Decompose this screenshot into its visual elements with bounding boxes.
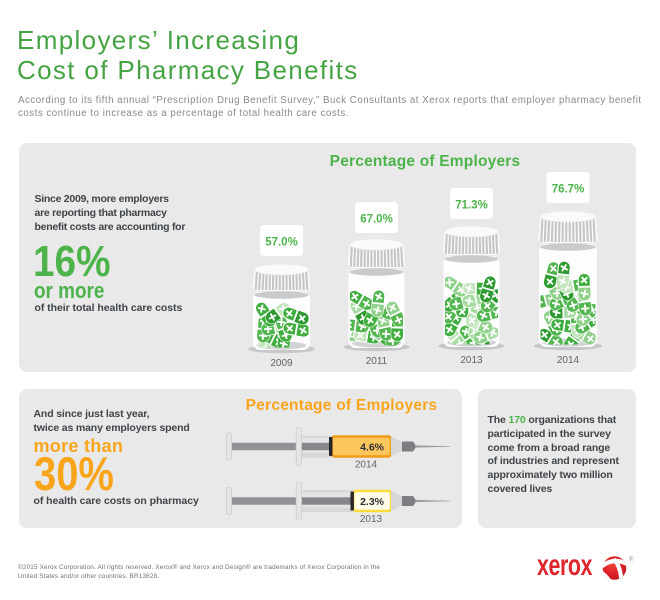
svg-text:57.0%: 57.0% [265, 237, 298, 249]
svg-text:71.3%: 71.3% [455, 200, 488, 212]
svg-text:2013: 2013 [360, 514, 383, 525]
svg-text:2009: 2009 [270, 358, 293, 369]
svg-text:2011: 2011 [366, 356, 388, 367]
svg-text:2013: 2013 [460, 355, 483, 366]
svg-text:2014: 2014 [355, 460, 378, 471]
svg-text:67.0%: 67.0% [360, 214, 393, 226]
svg-text:2014: 2014 [557, 355, 580, 366]
svg-text:76.7%: 76.7% [552, 184, 585, 196]
svg-text:2.3%: 2.3% [360, 496, 385, 508]
svg-text:®: ® [629, 556, 634, 563]
svg-text:4.6%: 4.6% [360, 441, 385, 453]
